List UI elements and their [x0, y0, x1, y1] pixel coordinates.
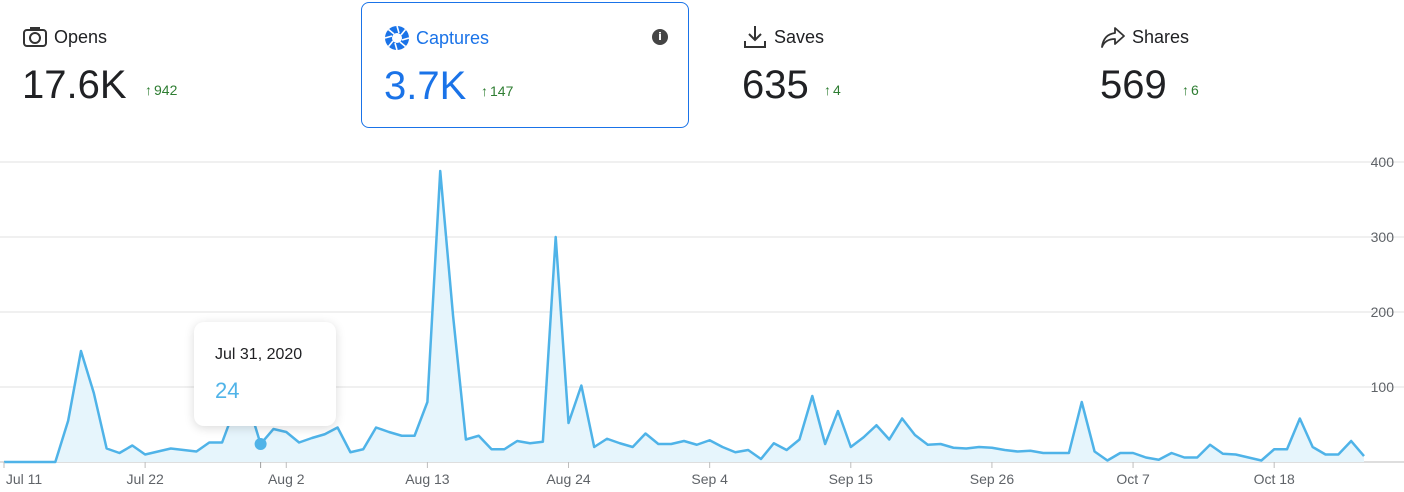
- metric-delta: ↑ 4: [824, 82, 841, 98]
- x-tick-label: Oct 7: [1116, 471, 1150, 487]
- metric-value: 635: [742, 63, 809, 107]
- x-tick-label: Sep 26: [970, 471, 1015, 487]
- metric-card-shares[interactable]: Shares 569 ↑ 6: [1078, 2, 1404, 128]
- metric-label: Shares: [1132, 26, 1190, 47]
- metric-value: 569: [1100, 63, 1167, 107]
- tooltip-value: 24: [215, 378, 240, 403]
- x-tick-label: Oct 18: [1254, 471, 1295, 487]
- shutter-icon: [384, 25, 410, 51]
- data-points[interactable]: [254, 438, 267, 450]
- x-tick-label: Sep 4: [691, 471, 728, 487]
- up-arrow-icon: ↑: [1182, 82, 1189, 98]
- metric-label: Opens: [54, 26, 108, 47]
- metric-label: Saves: [774, 26, 825, 47]
- metric-card-captures[interactable]: Captures i 3.7K ↑ 147: [361, 2, 689, 128]
- metric-delta: ↑ 942: [145, 82, 178, 98]
- tooltip-date: Jul 31, 2020: [215, 346, 303, 363]
- metric-delta: ↑ 147: [481, 83, 514, 99]
- up-arrow-icon: ↑: [481, 83, 488, 99]
- metric-card-opens[interactable]: Opens 17.6K ↑ 942: [0, 2, 340, 128]
- share-arrow-icon: [1100, 24, 1126, 50]
- up-arrow-icon: ↑: [824, 82, 831, 98]
- axis-labels: 100 200 300 400 Jul 11 Jul 22 Aug 2 Aug 13 Aug 2…: [3, 154, 1395, 487]
- metric-delta: ↑ 6: [1182, 82, 1199, 98]
- x-tick-label: Jul 11: [6, 471, 43, 487]
- metric-card-saves[interactable]: Saves 635 ↑ 4: [720, 2, 1060, 128]
- up-arrow-icon: ↑: [145, 82, 152, 98]
- metric-label: Captures: [416, 27, 490, 48]
- x-tick-label: Sep 15: [829, 471, 874, 487]
- captures-area-chart[interactable]: 100 200 300 400 Jul 11 Jul 22 Aug 2 Aug 13 Aug 2…: [0, 140, 1404, 492]
- chart-tooltip: Jul 31, 2020 24: [194, 322, 336, 426]
- x-tick-label: Aug 24: [546, 471, 591, 487]
- y-tick-label: 100: [1371, 379, 1395, 395]
- camera-icon: [22, 24, 48, 50]
- metric-value: 17.6K: [22, 63, 127, 107]
- y-tick-label: 200: [1371, 304, 1395, 320]
- download-icon: [742, 24, 768, 50]
- highlighted-point[interactable]: [254, 438, 267, 450]
- metric-value: 3.7K: [384, 64, 467, 108]
- x-tick-label: Aug 13: [405, 471, 450, 487]
- y-tick-label: 300: [1371, 229, 1395, 245]
- x-tick-label: Jul 22: [126, 471, 164, 487]
- y-tick-label: 400: [1371, 154, 1395, 170]
- info-icon[interactable]: i: [652, 29, 668, 45]
- x-tick-label: Aug 2: [268, 471, 305, 487]
